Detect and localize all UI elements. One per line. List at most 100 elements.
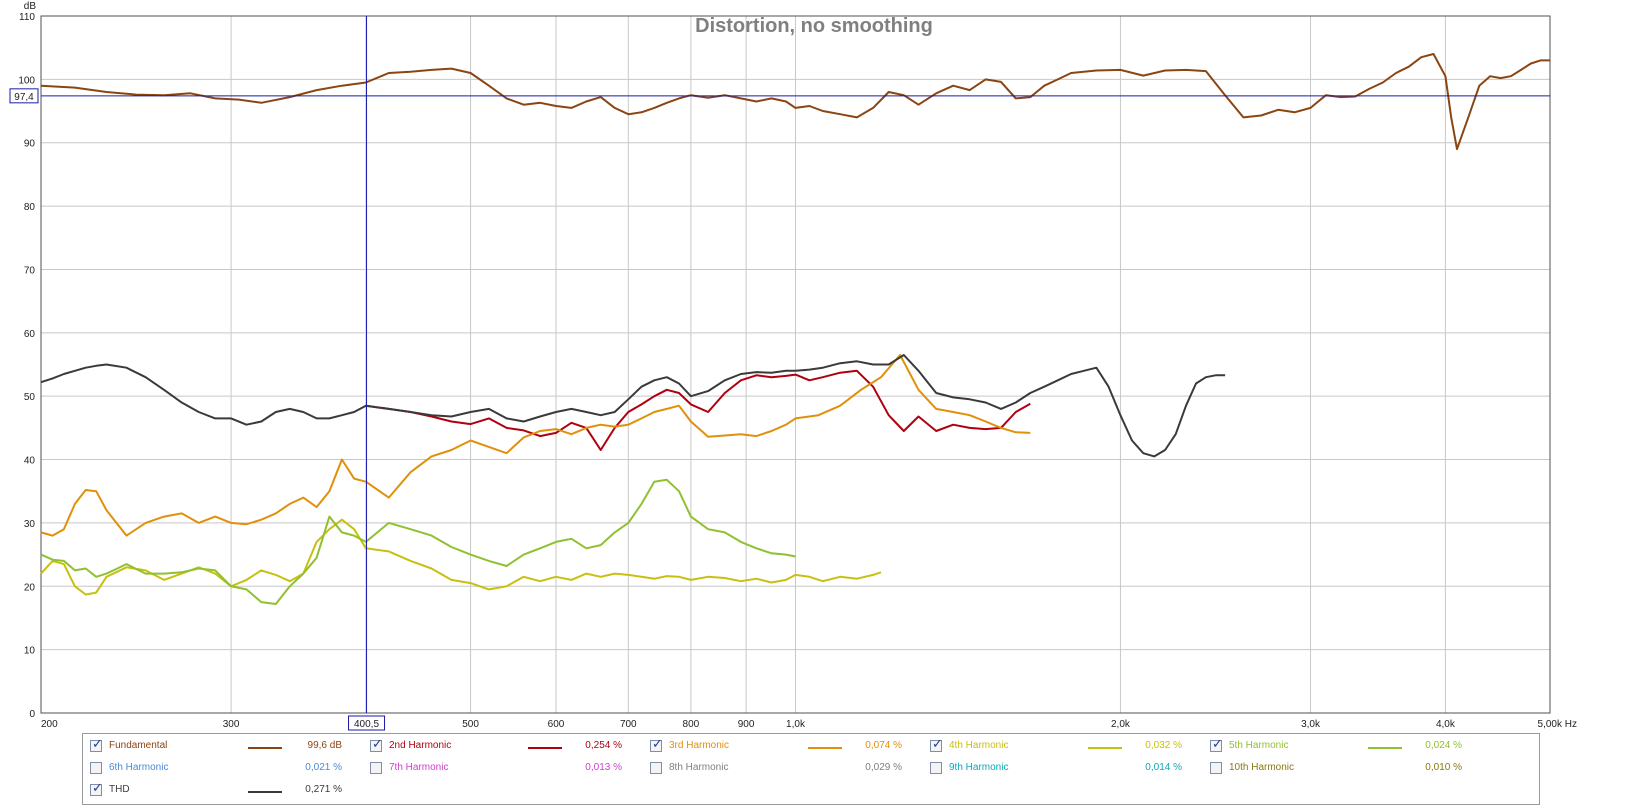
legend-swatch — [1088, 747, 1122, 749]
series-line-3rd-harmonic — [40, 354, 1031, 537]
legend-label: 10th Harmonic — [1229, 762, 1295, 773]
grid — [40, 15, 1551, 714]
legend: ✓ Fundamental 99,6 dB ✓ 2nd Harmonic 0,254 % ✓… — [82, 733, 1540, 805]
y-tick-label: 110 — [19, 12, 35, 23]
x-tick-label: 900 — [738, 719, 755, 730]
legend-item-8th-harmonic: 8th Harmonic 0,029 % — [650, 759, 935, 779]
legend-item-thd: ✓ THD 0,271 % — [90, 781, 375, 801]
legend-item-7th-harmonic: 7th Harmonic 0,013 % — [370, 759, 655, 779]
cursor-y-readout: 97,4 — [14, 92, 34, 103]
checkbox-8th-harmonic[interactable] — [650, 762, 662, 774]
legend-value: 0,032 % — [1145, 740, 1182, 751]
legend-item-5th-harmonic: ✓ 5th Harmonic 0,024 % — [1210, 737, 1495, 757]
legend-swatch — [528, 747, 562, 749]
checkbox-9th-harmonic[interactable] — [930, 762, 942, 774]
legend-value: 0,014 % — [1145, 762, 1182, 773]
y-tick-label: 10 — [24, 646, 36, 657]
legend-swatch — [248, 747, 282, 749]
checkbox-5th-harmonic[interactable]: ✓ — [1210, 737, 1223, 752]
checkmark-icon: ✓ — [932, 737, 943, 752]
y-tick-label: 60 — [24, 329, 36, 340]
legend-label: 5th Harmonic — [1229, 740, 1289, 751]
legend-value: 0,029 % — [865, 762, 902, 773]
legend-item-3rd-harmonic: ✓ 3rd Harmonic 0,074 % — [650, 737, 935, 757]
x-tick-label: 200 — [41, 719, 58, 730]
x-tick-label: 5,00k Hz — [1538, 719, 1577, 730]
legend-swatch — [808, 747, 842, 749]
x-tick-label: 800 — [683, 719, 700, 730]
legend-item-10th-harmonic: 10th Harmonic 0,010 % — [1210, 759, 1495, 779]
legend-label: 3rd Harmonic — [669, 740, 730, 751]
plot-area[interactable] — [40, 15, 1551, 714]
y-tick-label: 50 — [24, 392, 36, 403]
cursor-x-readout: 400,5 — [354, 719, 379, 730]
legend-value: 0,021 % — [305, 762, 342, 773]
y-tick-label: 90 — [24, 139, 36, 150]
cursor[interactable]: 400,5 97,4 — [9, 16, 1550, 731]
x-tick-label: 1,0k — [786, 719, 806, 730]
legend-item-9th-harmonic: 9th Harmonic 0,014 % — [930, 759, 1215, 779]
legend-value: 0,074 % — [865, 740, 902, 751]
legend-label: 9th Harmonic — [949, 762, 1009, 773]
x-tick-label: 300 — [223, 719, 240, 730]
x-tick-label: 2,0k — [1111, 719, 1131, 730]
checkmark-icon: ✓ — [92, 781, 103, 796]
legend-item-4th-harmonic: ✓ 4th Harmonic 0,032 % — [930, 737, 1215, 757]
series-line-4th-harmonic — [40, 518, 882, 596]
legend-value: 0,254 % — [585, 740, 622, 751]
cursor-y-readout-box — [9, 88, 39, 104]
checkbox-3rd-harmonic[interactable]: ✓ — [650, 737, 663, 752]
y-tick-label: 0 — [29, 709, 35, 720]
x-tick-label: 600 — [548, 719, 565, 730]
legend-swatch — [1368, 747, 1402, 749]
checkmark-icon: ✓ — [92, 737, 103, 752]
y-tick-label: 100 — [18, 75, 35, 86]
legend-label: THD — [109, 784, 130, 795]
legend-value: 0,010 % — [1425, 762, 1462, 773]
series-line-thd — [40, 354, 1226, 458]
legend-label: 8th Harmonic — [669, 762, 729, 773]
checkmark-icon: ✓ — [372, 737, 383, 752]
series-line-5th-harmonic — [40, 478, 796, 605]
x-tick-label: 700 — [620, 719, 637, 730]
legend-item-6th-harmonic: 6th Harmonic 0,021 % — [90, 759, 375, 779]
x-tick-label: 4,0k — [1436, 719, 1456, 730]
x-tick-label: 500 — [462, 719, 479, 730]
checkbox-thd[interactable]: ✓ — [90, 781, 103, 796]
x-tick-label: 3,0k — [1301, 719, 1321, 730]
legend-value: 0,024 % — [1425, 740, 1462, 751]
plot-border — [40, 15, 1551, 714]
axis-ticks: 0 10 20 30 40 50 60 70 80 90 100 110 200 300 500 600 700… — [18, 12, 1577, 730]
checkmark-icon: ✓ — [1212, 737, 1223, 752]
series-lines — [40, 53, 1550, 605]
legend-value: 0,013 % — [585, 762, 622, 773]
legend-label: Fundamental — [109, 740, 168, 751]
legend-label: 6th Harmonic — [109, 762, 169, 773]
checkbox-10th-harmonic[interactable] — [1210, 762, 1222, 774]
cursor-x-readout-box — [348, 715, 386, 731]
y-tick-label: 40 — [24, 456, 36, 467]
y-tick-label: 70 — [24, 265, 36, 276]
y-tick-label: 80 — [24, 202, 36, 213]
checkbox-7th-harmonic[interactable] — [370, 762, 382, 774]
series-line-2nd-harmonic — [365, 369, 1031, 451]
checkbox-2nd-harmonic[interactable]: ✓ — [370, 737, 383, 752]
series-line-fundamental — [40, 53, 1550, 151]
checkbox-4th-harmonic[interactable]: ✓ — [930, 737, 943, 752]
legend-label: 7th Harmonic — [389, 762, 449, 773]
legend-item-fundamental: ✓ Fundamental 99,6 dB — [90, 737, 375, 757]
legend-swatch — [248, 791, 282, 793]
y-tick-label: 20 — [24, 582, 36, 593]
legend-item-2nd-harmonic: ✓ 2nd Harmonic 0,254 % — [370, 737, 655, 757]
y-tick-label: 30 — [24, 519, 36, 530]
legend-value: 0,271 % — [305, 784, 342, 795]
y-axis-label: dB — [24, 1, 37, 12]
checkbox-fundamental[interactable]: ✓ — [90, 737, 103, 752]
legend-label: 2nd Harmonic — [389, 740, 452, 751]
legend-value: 99,6 dB — [307, 740, 342, 751]
checkbox-6th-harmonic[interactable] — [90, 762, 102, 774]
legend-label: 4th Harmonic — [949, 740, 1009, 751]
checkmark-icon: ✓ — [652, 737, 663, 752]
chart-title: Distortion, no smoothing — [695, 15, 933, 37]
